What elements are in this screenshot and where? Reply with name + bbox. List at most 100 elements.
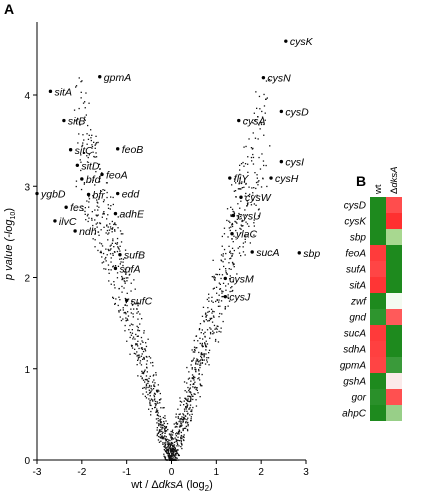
data-point <box>138 347 140 350</box>
data-point <box>226 208 229 210</box>
data-point <box>208 364 210 366</box>
data-point <box>248 194 250 197</box>
data-point <box>241 220 243 223</box>
heatmap-cell-gnd-1 <box>386 309 402 325</box>
data-point <box>98 180 101 183</box>
data-point <box>225 252 227 255</box>
heatmap-cell-sdhA-0 <box>370 341 386 357</box>
data-point <box>207 311 209 313</box>
data-point <box>247 171 249 173</box>
data-point <box>225 270 227 272</box>
data-point <box>126 304 128 307</box>
data-point <box>130 312 132 314</box>
data-point <box>240 224 242 226</box>
data-point <box>177 431 180 434</box>
data-point <box>119 309 122 311</box>
data-point <box>189 406 191 409</box>
data-point <box>158 430 160 432</box>
data-point <box>252 199 254 201</box>
data-point <box>182 429 184 432</box>
data-point <box>94 239 96 241</box>
data-point <box>201 373 203 376</box>
data-point <box>132 316 134 318</box>
data-point <box>194 351 196 353</box>
data-point <box>195 335 198 337</box>
data-point <box>98 198 100 200</box>
data-point <box>221 235 223 238</box>
data-point <box>187 386 189 389</box>
data-point <box>114 242 117 244</box>
data-point <box>179 419 181 421</box>
data-point <box>156 429 158 431</box>
heatmap-row-label-sucA: sucA <box>344 329 367 340</box>
data-point <box>199 362 202 364</box>
data-point <box>125 317 127 319</box>
data-point <box>239 177 241 179</box>
data-point <box>218 301 220 303</box>
data-point <box>110 196 112 198</box>
data-point <box>170 458 172 460</box>
data-point <box>176 457 178 459</box>
data-point <box>183 439 185 442</box>
data-point <box>240 200 242 202</box>
data-point <box>170 455 172 458</box>
data-point <box>155 374 157 376</box>
labeled-point-sufC <box>124 298 129 303</box>
data-point <box>105 248 107 250</box>
data-point <box>143 357 145 359</box>
data-point <box>229 275 231 277</box>
data-point <box>136 343 138 345</box>
data-point <box>252 194 254 197</box>
data-point <box>88 196 90 198</box>
data-point <box>187 398 189 400</box>
data-point <box>94 219 96 221</box>
data-point <box>178 420 180 423</box>
data-point <box>235 236 237 238</box>
data-point <box>123 287 125 289</box>
data-point <box>191 377 193 379</box>
data-point <box>116 242 119 244</box>
data-point <box>199 396 201 398</box>
data-point <box>172 442 174 444</box>
heatmap-cell-sbp-1 <box>386 229 402 245</box>
data-point <box>181 424 183 427</box>
heatmap-cell-ahpC-0 <box>370 405 386 421</box>
data-point <box>206 343 209 345</box>
heatmap-row-label-feoA: feoA <box>345 249 366 260</box>
data-point <box>178 413 180 416</box>
data-point <box>177 408 179 410</box>
data-point <box>141 372 143 374</box>
data-point <box>102 252 105 255</box>
data-point <box>242 246 244 248</box>
heatmap-cell-gor-0 <box>370 389 386 405</box>
data-point <box>166 438 168 440</box>
x-axis-label-unit: (log <box>183 479 204 491</box>
data-point <box>160 407 162 409</box>
data-point <box>145 388 147 390</box>
data-point <box>181 437 183 439</box>
data-point <box>241 187 243 189</box>
data-point <box>140 336 143 339</box>
data-point <box>200 357 203 359</box>
data-point <box>99 242 101 244</box>
data-point <box>183 408 186 410</box>
data-point <box>205 345 207 347</box>
data-point <box>184 410 186 412</box>
data-point <box>225 268 227 270</box>
data-point <box>150 362 152 364</box>
data-point <box>179 404 182 406</box>
data-point <box>263 105 266 107</box>
data-point <box>203 333 205 335</box>
panel-b-letter: B <box>356 173 366 189</box>
data-point <box>230 214 232 216</box>
data-point <box>162 427 164 429</box>
data-point <box>124 311 126 314</box>
data-point <box>160 440 162 442</box>
data-point <box>236 273 238 275</box>
data-point <box>245 235 247 237</box>
data-point <box>94 209 96 211</box>
data-point <box>174 458 176 460</box>
data-point <box>202 338 204 340</box>
data-point <box>193 375 195 378</box>
data-point <box>101 256 103 258</box>
